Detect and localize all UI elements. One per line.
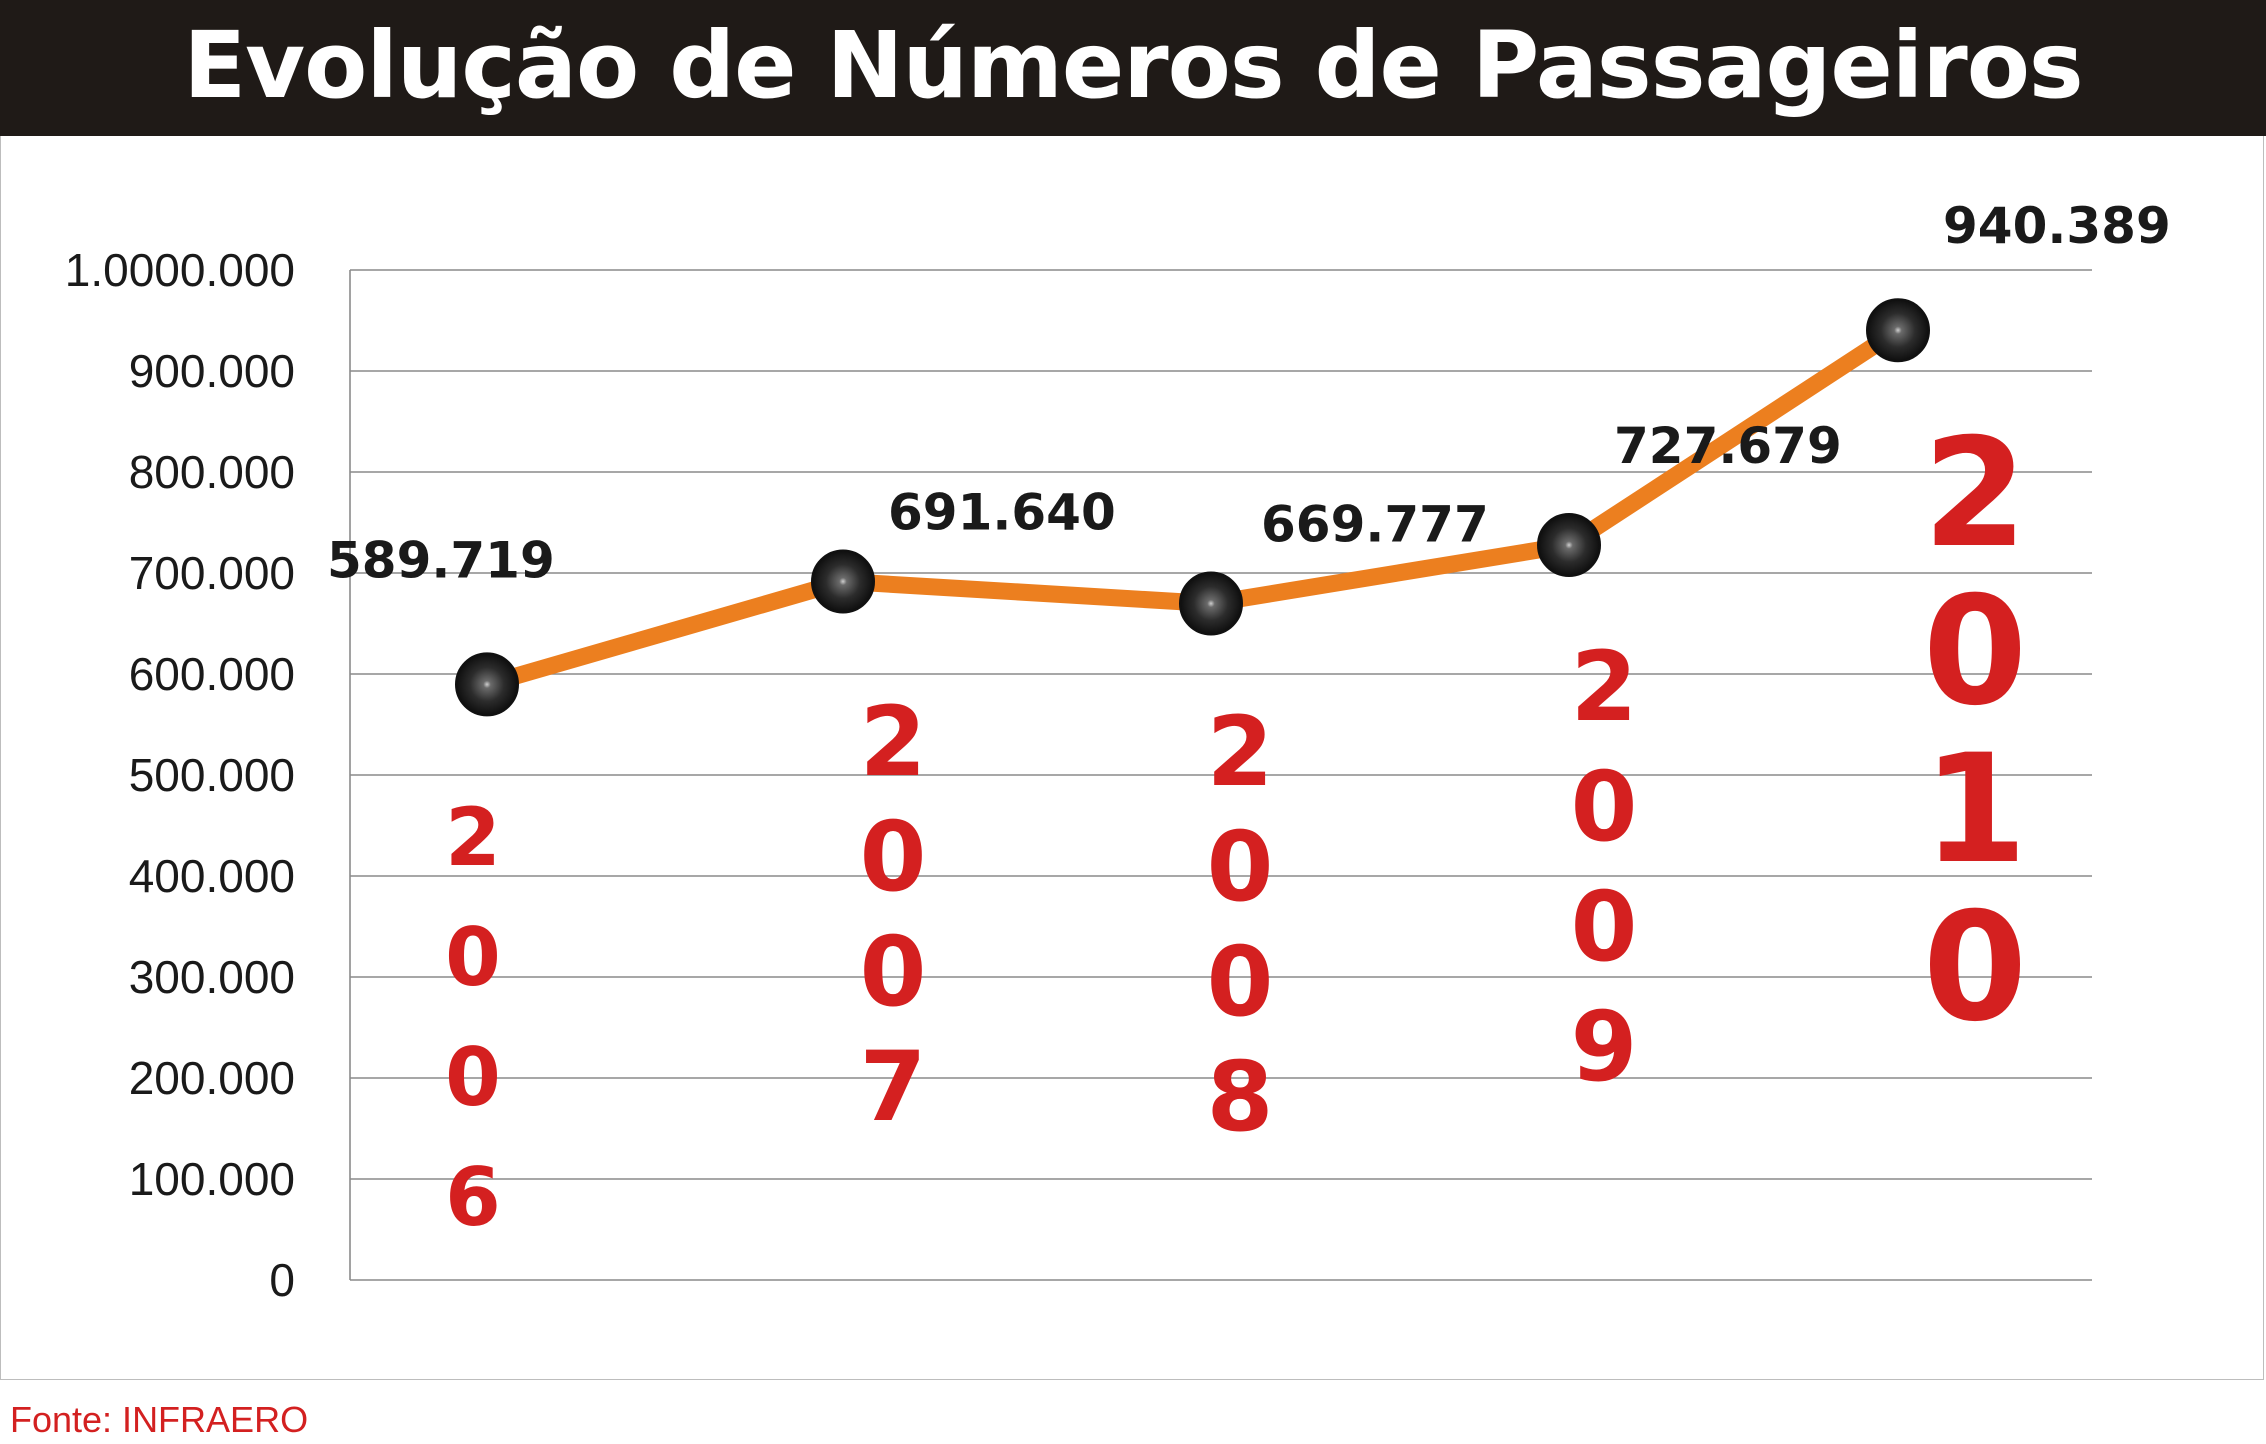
data-labels: 589.719 691.640 669.777 727.679 940.389 [327,197,2171,589]
data-label: 589.719 [327,531,555,589]
y-tick-label: 200.000 [129,1052,295,1104]
series-line [478,321,1907,693]
y-tick-label: 100.000 [129,1153,295,1205]
data-point [1179,571,1243,636]
y-tick-label: 0 [269,1254,295,1306]
y-tick-label: 600.000 [129,648,295,700]
y-tick-label: 800.000 [129,446,295,498]
title-bar: Evolução de Números de Passageiros [0,0,2266,136]
y-tick-label: 900.000 [129,345,295,397]
data-point [455,652,519,717]
series-line-layer [478,321,1907,693]
y-tick-label: 1.0000.000 [65,244,295,296]
chart-frame [0,136,2264,1380]
data-point [1537,513,1601,578]
y-tick-label: 700.000 [129,547,295,599]
y-tick-label: 500.000 [129,749,295,801]
data-point [1866,298,1930,363]
gridlines [349,269,2092,1281]
data-label: 940.389 [1943,197,2171,255]
source-note: Fonte: INFRAERO [10,1399,309,1440]
data-point [811,549,875,614]
y-axis-tick-labels: 0 100.000 200.000 300.000 400.000 500.000 600.… [65,244,295,1306]
data-label: 691.640 [888,483,1116,541]
year-labels: 2 0 0 6 2 0 0 7 2 0 0 8 2 0 0 9 2 0 1 0 [445,407,2027,1244]
y-tick-label: 300.000 [129,951,295,1003]
data-label: 669.777 [1261,496,1489,554]
data-label: 727.679 [1614,417,1842,475]
data-markers [455,298,1930,717]
y-tick-label: 400.000 [129,850,295,902]
chart-title: Evolução de Números de Passageiros [183,12,2083,119]
